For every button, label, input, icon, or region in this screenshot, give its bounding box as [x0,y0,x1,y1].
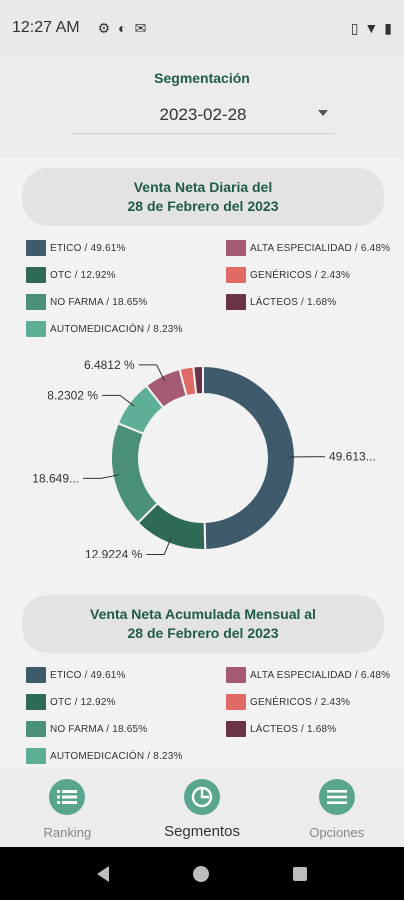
label-leader-line [138,364,166,382]
chevron-down-icon [318,110,328,116]
legend-item: ALTA ESPECIALIDAD / 6.48% [226,667,390,683]
legend-label: ALTA ESPECIALIDAD / 6.48% [250,242,391,254]
legend-item: AUTOMEDICACIÓN / 8.23% [26,321,183,337]
home-icon[interactable] [193,865,209,882]
nav-segmentos-label: Segmentos [164,823,240,840]
legend-swatch [226,240,246,256]
legend-label: OTC / 12.92% [50,269,116,281]
nav-ranking[interactable]: Ranking [0,767,135,847]
recent-apps-icon[interactable] [293,866,307,881]
legend-swatch [226,667,246,683]
donut-slice-no-farma[interactable] [110,421,160,525]
legend-swatch [26,748,46,764]
nav-segmentos[interactable]: Segmentos [135,767,270,847]
legend-swatch [226,294,246,310]
legend-swatch [26,240,46,256]
nav-opciones-label: Opciones [309,825,365,840]
legend-swatch [26,294,46,310]
back-icon[interactable] [97,865,109,882]
legend-item: OTC / 12.92% [26,267,116,283]
legend-item: LÁCTEOS / 1.68% [226,721,336,737]
slice-value-label: 12.9224 % [85,548,143,558]
donut-slice-etico[interactable] [202,364,296,551]
legend-item: ALTA ESPECIALIDAD / 6.48% [226,240,390,256]
legend-label: AUTOMEDICACIÓN / 8.23% [50,323,183,335]
legend-label: ALTA ESPECIALIDAD / 6.48% [250,669,391,681]
date-dropdown[interactable]: 2023-02-28 [72,96,334,134]
vibrate-icon: ▯ [350,19,359,36]
legend-item: ETICO / 49.61% [26,240,126,256]
legend-swatch [26,721,46,737]
segmentation-panel: Segmentación 2023-02-28 [0,56,404,158]
legend-label: NO FARMA / 18.65% [50,723,148,735]
legend-item: ETICO / 49.61% [26,667,126,683]
nav-opciones[interactable]: Opciones [269,767,404,847]
legend-swatch [26,267,46,283]
legend-item: OTC / 12.92% [26,694,116,710]
legend-item: GENÉRICOS / 2.43% [226,694,350,710]
legend-item: NO FARMA / 18.65% [26,294,147,310]
legend-item: GENÉRICOS / 2.43% [226,267,350,283]
daily-donut-chart: 49.613... 12.9224 % 18.649... 8.2302 % 6.481… [32,358,376,558]
date-value: 2023-02-28 [159,104,247,124]
legend-swatch [226,694,246,710]
slice-value-label: 49.613... [329,450,376,464]
legend-swatch [26,694,46,710]
pie-chart-icon [184,779,220,815]
legend-label: ETICO / 49.61% [50,669,126,681]
bottom-nav: Ranking Segmentos Opciones [0,767,404,847]
legend-label: OTC / 12.92% [50,696,116,708]
slice-value-label: 18.649... [32,471,79,485]
legend-swatch [226,721,246,737]
legend-label: GENÉRICOS / 2.43% [250,696,351,708]
legend-label: ETICO / 49.61% [50,242,126,254]
battery-icon: ▮ [384,19,392,36]
daily-legend: ETICO / 49.61% ALTA ESPECIALIDAD / 6.48% O… [26,240,396,350]
status-time: 12:27 AM [12,19,80,36]
content-scroll[interactable]: Venta Neta Diaria del 28 de Febrero del … [0,158,404,767]
legend-swatch [26,321,46,337]
legend-item: LÁCTEOS / 1.68% [226,294,336,310]
slice-value-label: 6.4812 % [84,358,135,372]
legend-label: LÁCTEOS / 1.68% [250,723,337,735]
system-nav-bar [0,847,404,900]
monthly-section-header: Venta Neta Acumulada Mensual al 28 de Fe… [22,595,384,653]
legend-item: NO FARMA / 18.65% [26,721,147,737]
gear-icon: ⚙ [97,19,111,36]
legend-swatch [226,267,246,283]
app-icon: ◐ [118,19,127,36]
legend-label: GENÉRICOS / 2.43% [250,269,351,281]
status-bar: 12:27 AM ⚙ ◐ ✉ ▯ ▼ ▮ [0,0,404,56]
monthly-title-line1: Venta Neta Acumulada Mensual al [90,606,316,622]
legend-item: AUTOMEDICACIÓN / 8.23% [26,748,183,764]
monthly-title-line2: 28 de Febrero del 2023 [127,625,279,641]
legend-label: NO FARMA / 18.65% [50,296,148,308]
daily-title-line2: 28 de Febrero del 2023 [127,198,279,214]
daily-title-line1: Venta Neta Diaria del [133,179,273,195]
legend-label: AUTOMEDICACIÓN / 8.23% [50,750,183,762]
segmentation-title: Segmentación [154,70,250,86]
menu-icon [318,779,355,815]
nav-ranking-label: Ranking [43,825,92,840]
wifi-icon: ▼ [364,20,379,36]
mail-icon: ✉ [134,19,147,36]
slice-value-label: 8.2302 % [47,388,98,402]
label-leader-line [102,394,135,407]
legend-label: LÁCTEOS / 1.68% [250,296,337,308]
legend-swatch [26,667,46,683]
monthly-legend: ETICO / 49.61% ALTA ESPECIALIDAD / 6.48% O… [26,667,396,767]
label-leader-line [146,537,172,556]
list-icon [49,779,86,815]
donut-slice-lácteos[interactable] [192,364,204,396]
daily-section-header: Venta Neta Diaria del 28 de Febrero del … [22,168,384,226]
label-leader-line [83,474,119,479]
